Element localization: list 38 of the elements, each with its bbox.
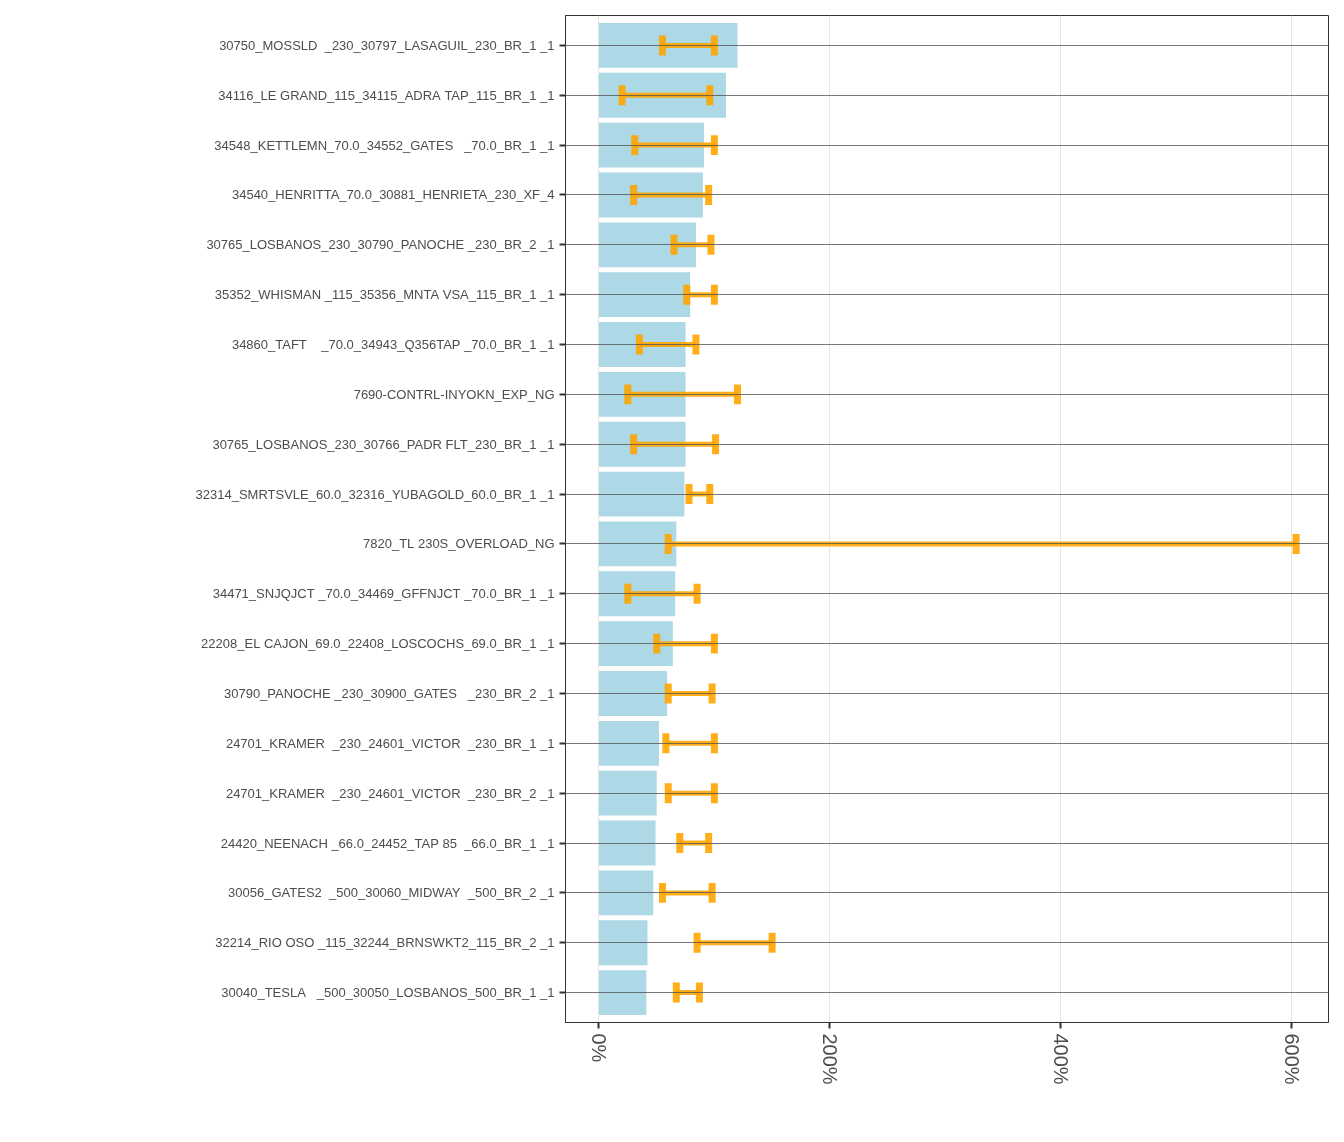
x-tick-label: 600% [1280,1033,1303,1085]
y-tick-label: 30790_PANOCHE _230_30900_GATES _230_BR_2 _1 [223,685,555,701]
bar [598,72,726,118]
y-tick-label: 34860_TAFT _70.0_34943_Q356TAP _70.0_BR_1 _1 [231,337,555,353]
y-tick-label: 30765_LOSBANOS_230_30766_PADR FLT_230_BR_1 _1 [212,436,555,452]
y-tick-label: 22208_EL CAJON_69.0_22408_LOSCOCHS_69.0_BR_1 _1 [201,636,555,652]
x-tick-label: 200% [818,1033,841,1085]
y-tick-label: 32314_SMRTSVLE_60.0_32316_YUBAGOLD_60.0_BR_1 _1 [195,486,555,502]
y-tick-label: 7820_TL 230S_OVERLOAD_NG [363,536,555,552]
y-tick-label: 30765_LOSBANOS_230_30790_PANOCHE _230_BR_2 _1 [206,237,555,253]
bar [598,621,673,667]
y-tick-label: 30750_MOSSLD _230_30797_LASAGUIL_230_BR_1 _1 [219,37,555,53]
y-tick-label: 35352_WHISMAN _115_35356_MNTA VSA_115_BR_1 _1 [214,287,555,303]
x-tick-label: 400% [1049,1033,1072,1085]
bar [598,720,659,766]
bar [598,820,656,866]
bar [598,870,654,916]
bar [598,920,648,966]
y-tick-label: 7690-CONTRL-INYOKN_EXP_NG [353,386,555,402]
x-tick-label: 0% [587,1033,610,1063]
bar [598,970,647,1016]
y-tick-label: 24701_KRAMER _230_24601_VICTOR _230_BR_2 _1 [225,785,555,801]
y-tick-label: 34540_HENRITTA_70.0_30881_HENRIETA_230_XF_4 [231,187,555,203]
y-tick-label: 30056_GATES2 _500_30060_MIDWAY _500_BR_2 _1 [228,885,555,901]
bar [598,770,657,816]
y-tick-label: 34548_KETTLEMN_70.0_34552_GATES _70.0_BR_1 _1 [214,137,555,153]
y-tick-label: 24420_NEENACH _66.0_24452_TAP 85 _66.0_BR_1 _1 [220,835,555,851]
y-tick-label: 24701_KRAMER _230_24601_VICTOR _230_BR_1 _1 [225,735,555,751]
bar [598,671,668,716]
bar [598,222,696,268]
bar [598,22,738,68]
y-tick-label: 30040_TESLA _500_30050_LOSBANOS_500_BR_1 _1 [221,985,555,1001]
bar [598,272,691,318]
y-tick-label: 32214_RIO OSO _115_32244_BRNSWKT2_115_BR_2 _1 [215,935,555,951]
y-tick-label: 34116_LE GRAND_115_34115_ADRA TAP_115_BR_1 _1 [218,87,555,103]
bar [598,521,677,567]
y-tick-label: 34471_SNJQJCT _70.0_34469_GFFNJCT _70.0_BR_1 _1 [212,586,555,602]
bar [598,471,685,517]
